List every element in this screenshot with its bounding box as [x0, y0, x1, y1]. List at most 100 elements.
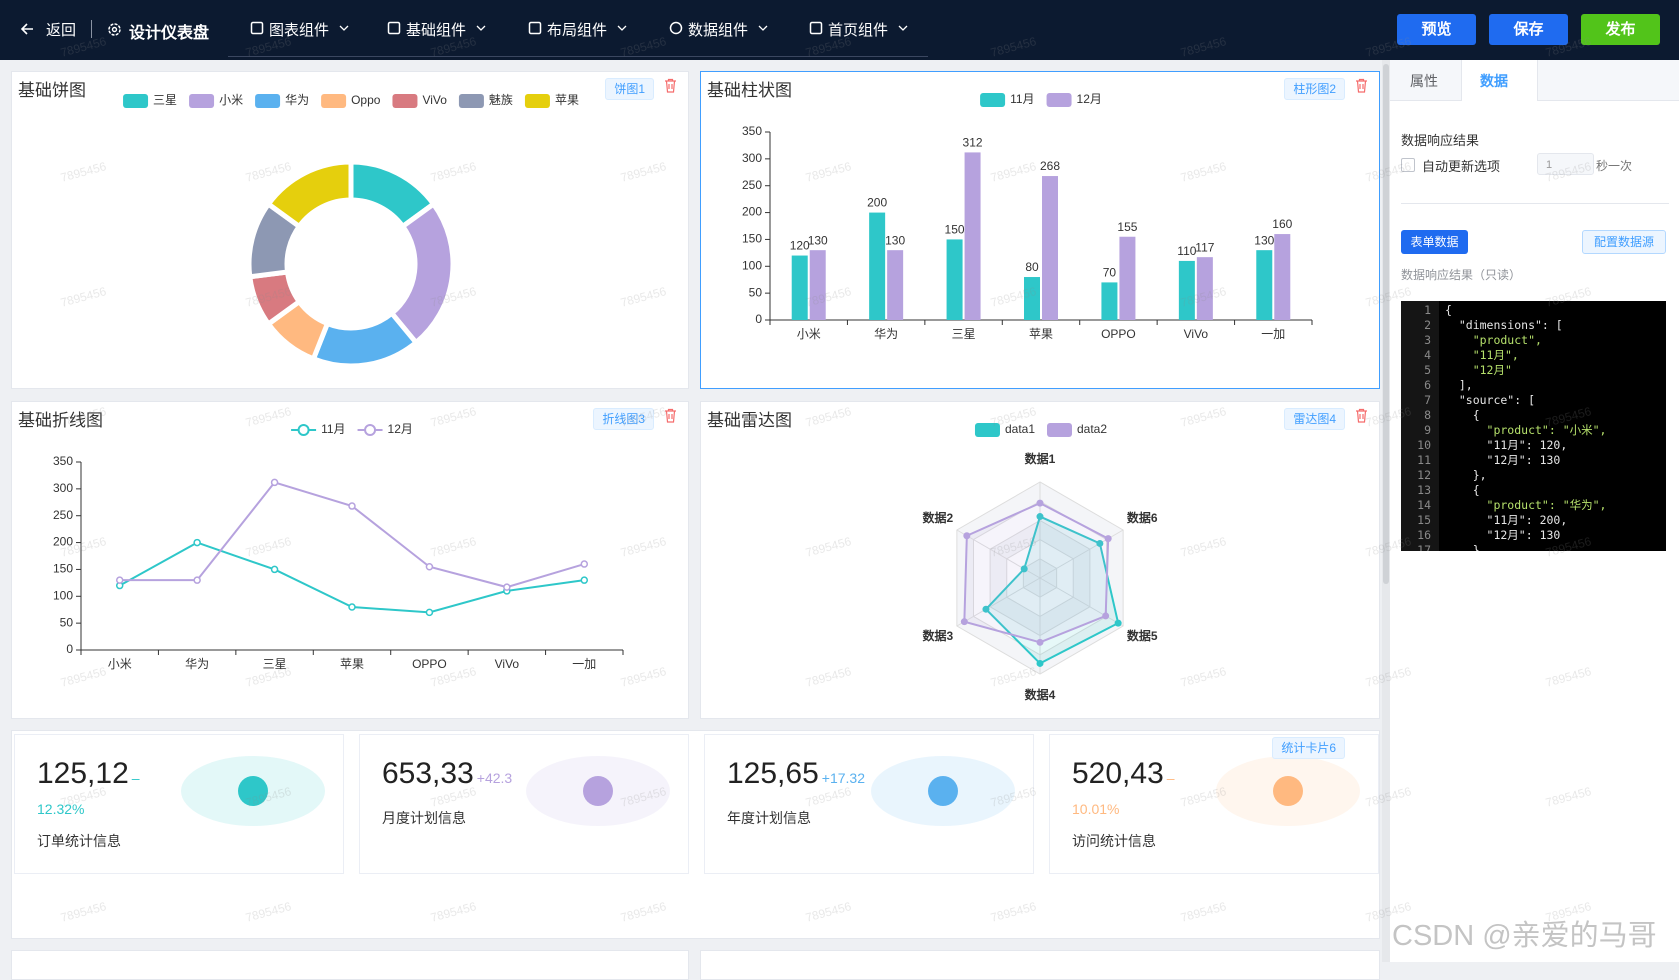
radar-axis-label: 数据1	[1025, 451, 1056, 466]
stat-value-row: 125,12–	[37, 757, 140, 791]
menu-item[interactable]: 图表组件	[269, 22, 330, 39]
back-link[interactable]: 返回	[46, 22, 77, 39]
x-tick-label: 小米	[797, 327, 821, 341]
radar-point	[1104, 535, 1112, 543]
radar-point	[1114, 619, 1122, 627]
preview-button[interactable]: 预览	[1397, 14, 1476, 45]
panel-tag[interactable]: 雷达图4	[1284, 408, 1345, 430]
radar-axis-label: 数据6	[1127, 510, 1158, 525]
legend-icon	[364, 424, 377, 436]
section-label: 数据响应结果	[1401, 133, 1480, 148]
line-point	[580, 560, 589, 568]
pie-slice	[265, 159, 354, 229]
radar-panel[interactable]: data1 data2 数据1 数据2 数据3 数据4 数据5 数据6 基础雷达图 雷达图4	[700, 401, 1380, 719]
bar-value-label: 150	[945, 223, 965, 237]
pie-panel[interactable]: 三星 小米 华为 Oppo ViVo 魅族 苹果 基础饼图 饼图1	[11, 71, 689, 389]
bar-panel[interactable]: 11月 12月 0 50 100 150 200 250 300 350 小米 华为 三星 苹果 OPPO V…	[700, 71, 1380, 389]
legend-label: Oppo	[351, 93, 381, 107]
x-tick-label: 一加	[1261, 327, 1285, 341]
stat-value: 653,33	[382, 757, 474, 790]
publish-button[interactable]: 发布	[1581, 14, 1660, 45]
divider	[1401, 203, 1669, 204]
panel-tag[interactable]: 折线图3	[593, 408, 654, 430]
panel-tag[interactable]: 统计卡片6	[1272, 737, 1345, 759]
radar-axis-label: 数据2	[922, 510, 953, 525]
line-number: 9	[1424, 423, 1431, 437]
header: 返回 设计仪表盘 预览 保存 发布 图表组件 基础组件 布局组件 数据组件 首页组件	[0, 0, 1679, 60]
y-tick-label: 0	[755, 312, 762, 326]
bar	[809, 250, 826, 320]
menu-item[interactable]: 首页组件	[828, 22, 889, 39]
code-line: {	[1445, 303, 1452, 317]
line-point	[503, 583, 511, 591]
radar-chart: data1 data2 数据1 数据2 数据3 数据4 数据5 数据6	[922, 422, 1158, 702]
bar-value-label: 130	[885, 233, 905, 247]
tab[interactable]: 属性	[1410, 73, 1438, 89]
tab[interactable]: 数据	[1480, 73, 1508, 89]
legend-swatch	[392, 94, 418, 108]
x-tick-label: 三星	[263, 657, 287, 671]
scroll-thumb[interactable]	[1383, 64, 1389, 584]
code-box: 1 {2 "dimensions": [3 "product", 4 "11月", 5…	[1401, 301, 1666, 551]
save-button[interactable]: 保存	[1489, 14, 1568, 45]
bar	[1101, 282, 1118, 320]
radar-axis-label: 数据3	[922, 628, 953, 643]
legend-label: data2	[1077, 422, 1107, 436]
menu-item[interactable]: 布局组件	[547, 22, 608, 39]
chevron	[617, 25, 627, 31]
bar-value-label: 120	[790, 239, 810, 253]
menu-item[interactable]: 基础组件	[406, 22, 467, 39]
line-point	[270, 478, 279, 487]
legend-swatch	[321, 94, 347, 108]
radar-point	[1020, 565, 1028, 573]
delete-icon[interactable]	[1355, 78, 1368, 93]
panel-tag[interactable]: 饼图1	[605, 78, 654, 100]
source-button[interactable]: 配置数据源	[1582, 230, 1666, 254]
code-line: "product": "小米",	[1445, 423, 1607, 437]
legend-label: 12月	[1077, 92, 1102, 106]
stat-card: 125,12– 12.32% 订单统计信息	[14, 734, 344, 874]
chevron-path	[617, 25, 627, 31]
code-line: "product",	[1445, 333, 1542, 347]
menu-icon	[528, 21, 542, 35]
y-tick-label: 300	[742, 151, 762, 165]
panel-tag[interactable]: 柱形图2	[1284, 78, 1345, 100]
stat-panel[interactable]: 统计卡片6 125,12–12.32% 订单统计信息 653,33 +42.3 月度计划信…	[11, 730, 1380, 939]
legend-swatch	[255, 94, 281, 108]
bar-value-label: 117	[1195, 240, 1214, 254]
icon-shape	[250, 21, 264, 35]
radar-point	[1102, 612, 1110, 620]
legend-label: ViVo	[422, 93, 447, 107]
legend-swatch	[458, 94, 484, 108]
legend: 三星 小米 华为 Oppo ViVo 魅族 苹果	[123, 92, 579, 108]
x-tick-label: OPPO	[412, 657, 447, 671]
line-number: 11	[1417, 453, 1431, 467]
delete-icon[interactable]	[1355, 408, 1368, 423]
chevron	[339, 25, 349, 31]
code-line: "11月": 200,	[1445, 513, 1568, 527]
form-button[interactable]: 表单数据	[1401, 230, 1468, 254]
delete-icon[interactable]	[664, 78, 677, 93]
icon-shape	[665, 408, 676, 423]
chevron-path	[898, 25, 908, 31]
delete-icon[interactable]	[664, 408, 677, 423]
radar-point	[960, 618, 968, 626]
stat-value-row: 653,33 +42.3	[382, 757, 512, 791]
bar	[887, 250, 904, 320]
radar-point	[1096, 539, 1104, 547]
checkbox[interactable]	[1401, 158, 1415, 172]
interval-input[interactable]: 1	[1537, 153, 1594, 175]
legend-label: 华为	[285, 93, 309, 107]
code-line: "dimensions": [	[1445, 318, 1563, 332]
code-line: "11月": 120,	[1445, 438, 1568, 452]
menu-item[interactable]: 数据组件	[688, 22, 749, 39]
x-tick-label: 苹果	[1029, 327, 1053, 341]
stat-label: 访问统计信息	[1072, 833, 1156, 849]
y-tick-label: 150	[53, 562, 73, 576]
x-tick-label: 华为	[185, 657, 209, 671]
back-icon	[20, 23, 33, 35]
line-panel[interactable]: 11月 12月 0 50 100 150 200 250 300 350 小米 华为 三星 苹果 OPPO V…	[11, 401, 689, 719]
stat-label: 年度计划信息	[727, 810, 811, 826]
chevron-path	[476, 25, 486, 31]
